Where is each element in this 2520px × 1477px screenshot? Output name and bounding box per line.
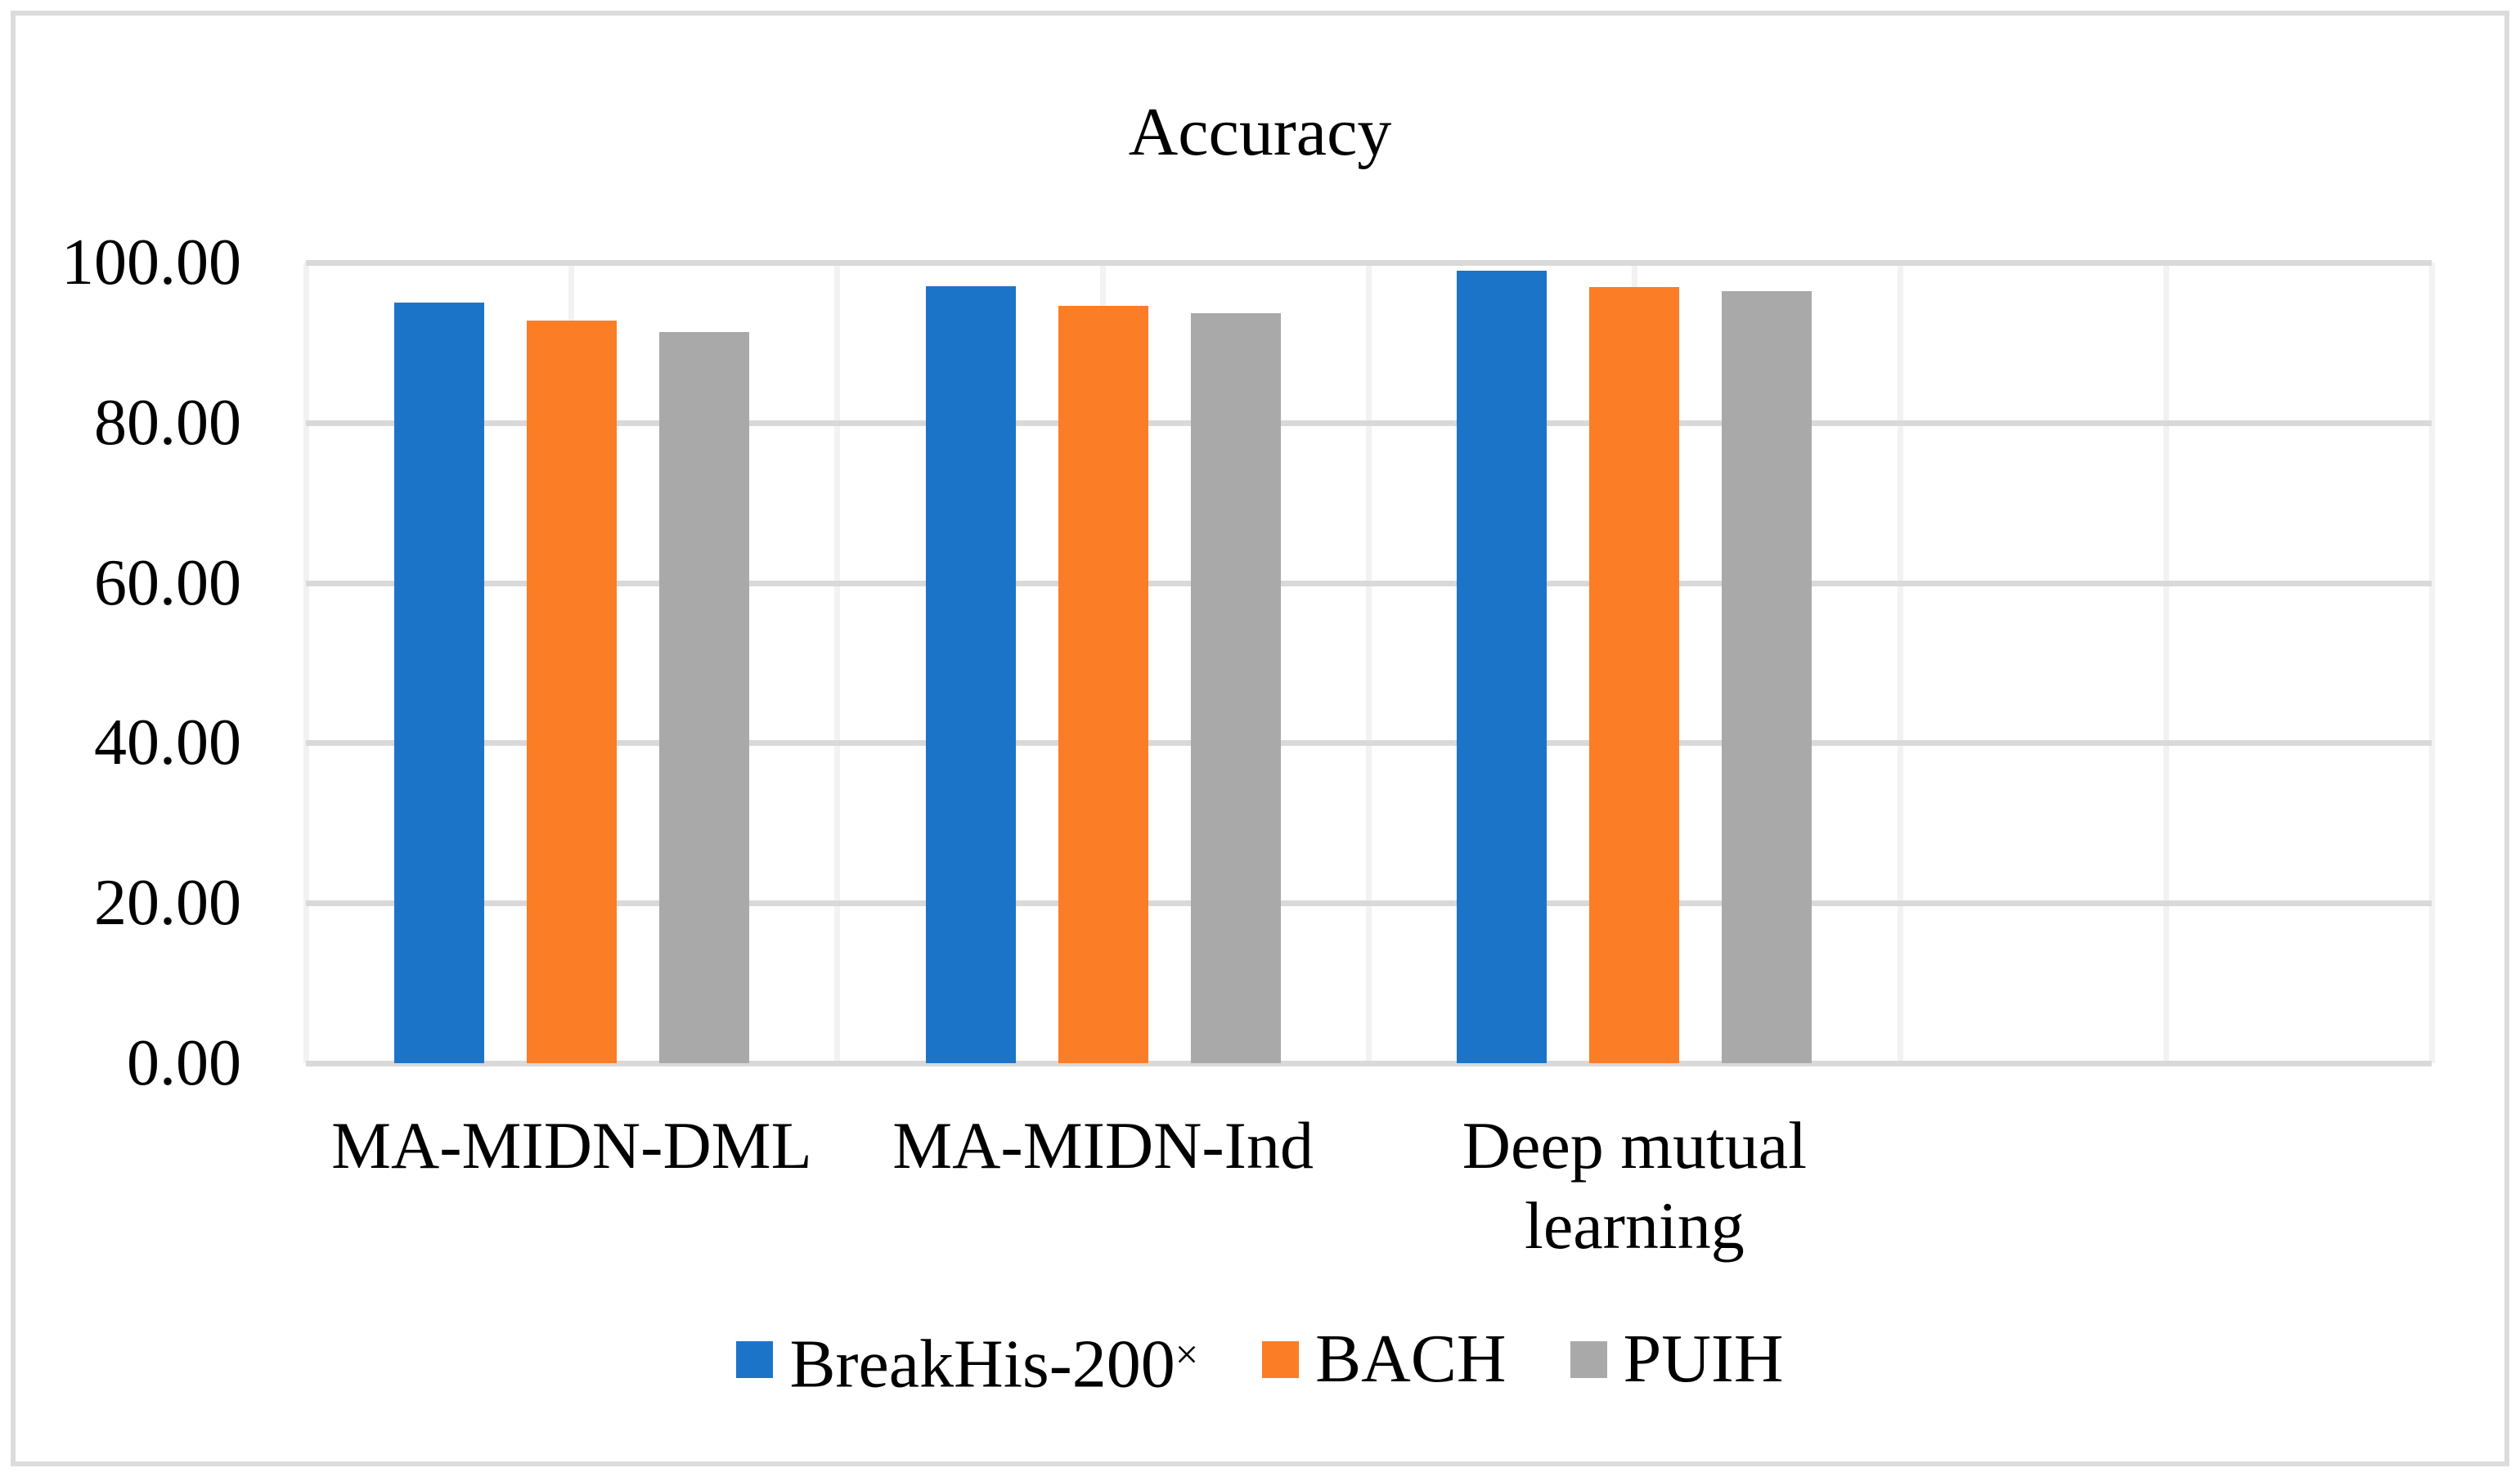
legend-marker-bach	[1262, 1340, 1300, 1378]
v-gridline	[2428, 263, 2435, 1063]
v-gridline	[303, 263, 309, 1063]
bar-bach-ma-midn-dml	[526, 321, 617, 1063]
y-tick-label: 20.00	[94, 867, 241, 940]
legend-marker-breakhis200	[736, 1340, 774, 1378]
y-tick-label: 80.00	[94, 386, 241, 459]
legend-marker-puih	[1570, 1340, 1607, 1378]
v-gridline	[1897, 263, 1903, 1063]
h-gridline	[306, 420, 2432, 426]
h-gridline	[306, 260, 2432, 266]
bar-puih-ma-midn-ind	[1190, 312, 1281, 1063]
bar-breakhis200-ma-midn-dml	[393, 302, 484, 1063]
legend-item: BACH	[1262, 1322, 1507, 1396]
bar-bach-deep-mutual-learning	[1589, 287, 1680, 1063]
bar-breakhis200-ma-midn-ind	[925, 286, 1016, 1063]
legend-label: BreakHis-200×	[789, 1318, 1198, 1402]
category-label: MA-MIDN-Ind	[892, 1108, 1314, 1183]
legend-label-suffix: ×	[1175, 1331, 1199, 1377]
legend-label: PUIH	[1624, 1322, 1784, 1396]
legend-item: BreakHis-200×	[736, 1318, 1198, 1402]
chart-title: Accuracy	[1128, 94, 1392, 170]
y-tick-label: 100.00	[61, 227, 241, 299]
h-gridline	[306, 1061, 2432, 1066]
h-gridline	[306, 900, 2432, 907]
legend-label-text: BACH	[1315, 1321, 1507, 1397]
bar-puih-ma-midn-dml	[658, 332, 749, 1063]
legend-label-text: BreakHis-200	[789, 1326, 1175, 1403]
v-gridline	[1366, 263, 1372, 1063]
legend-item: PUIH	[1570, 1322, 1784, 1396]
bar-puih-deep-mutual-learning	[1722, 291, 1813, 1063]
category-label: MA-MIDN-DML	[331, 1108, 812, 1183]
h-gridline	[306, 740, 2432, 747]
plot-area	[303, 260, 2435, 1066]
v-gridline	[834, 263, 841, 1063]
y-tick-label: 60.00	[94, 546, 241, 619]
legend-label: BACH	[1315, 1322, 1506, 1396]
bar-breakhis200-deep-mutual-learning	[1457, 270, 1547, 1063]
legend: BreakHis-200× BACH PUIH	[0, 1318, 2520, 1402]
h-gridline	[306, 580, 2432, 586]
chart-frame-border	[11, 11, 2509, 1466]
y-tick-label: 0.00	[127, 1027, 241, 1099]
category-label: Deep mutual learning	[1462, 1108, 1807, 1263]
v-gridline	[2163, 263, 2169, 1063]
y-tick-label: 40.00	[94, 707, 241, 779]
bar-bach-ma-midn-ind	[1058, 305, 1148, 1063]
legend-label-text: PUIH	[1623, 1321, 1784, 1397]
